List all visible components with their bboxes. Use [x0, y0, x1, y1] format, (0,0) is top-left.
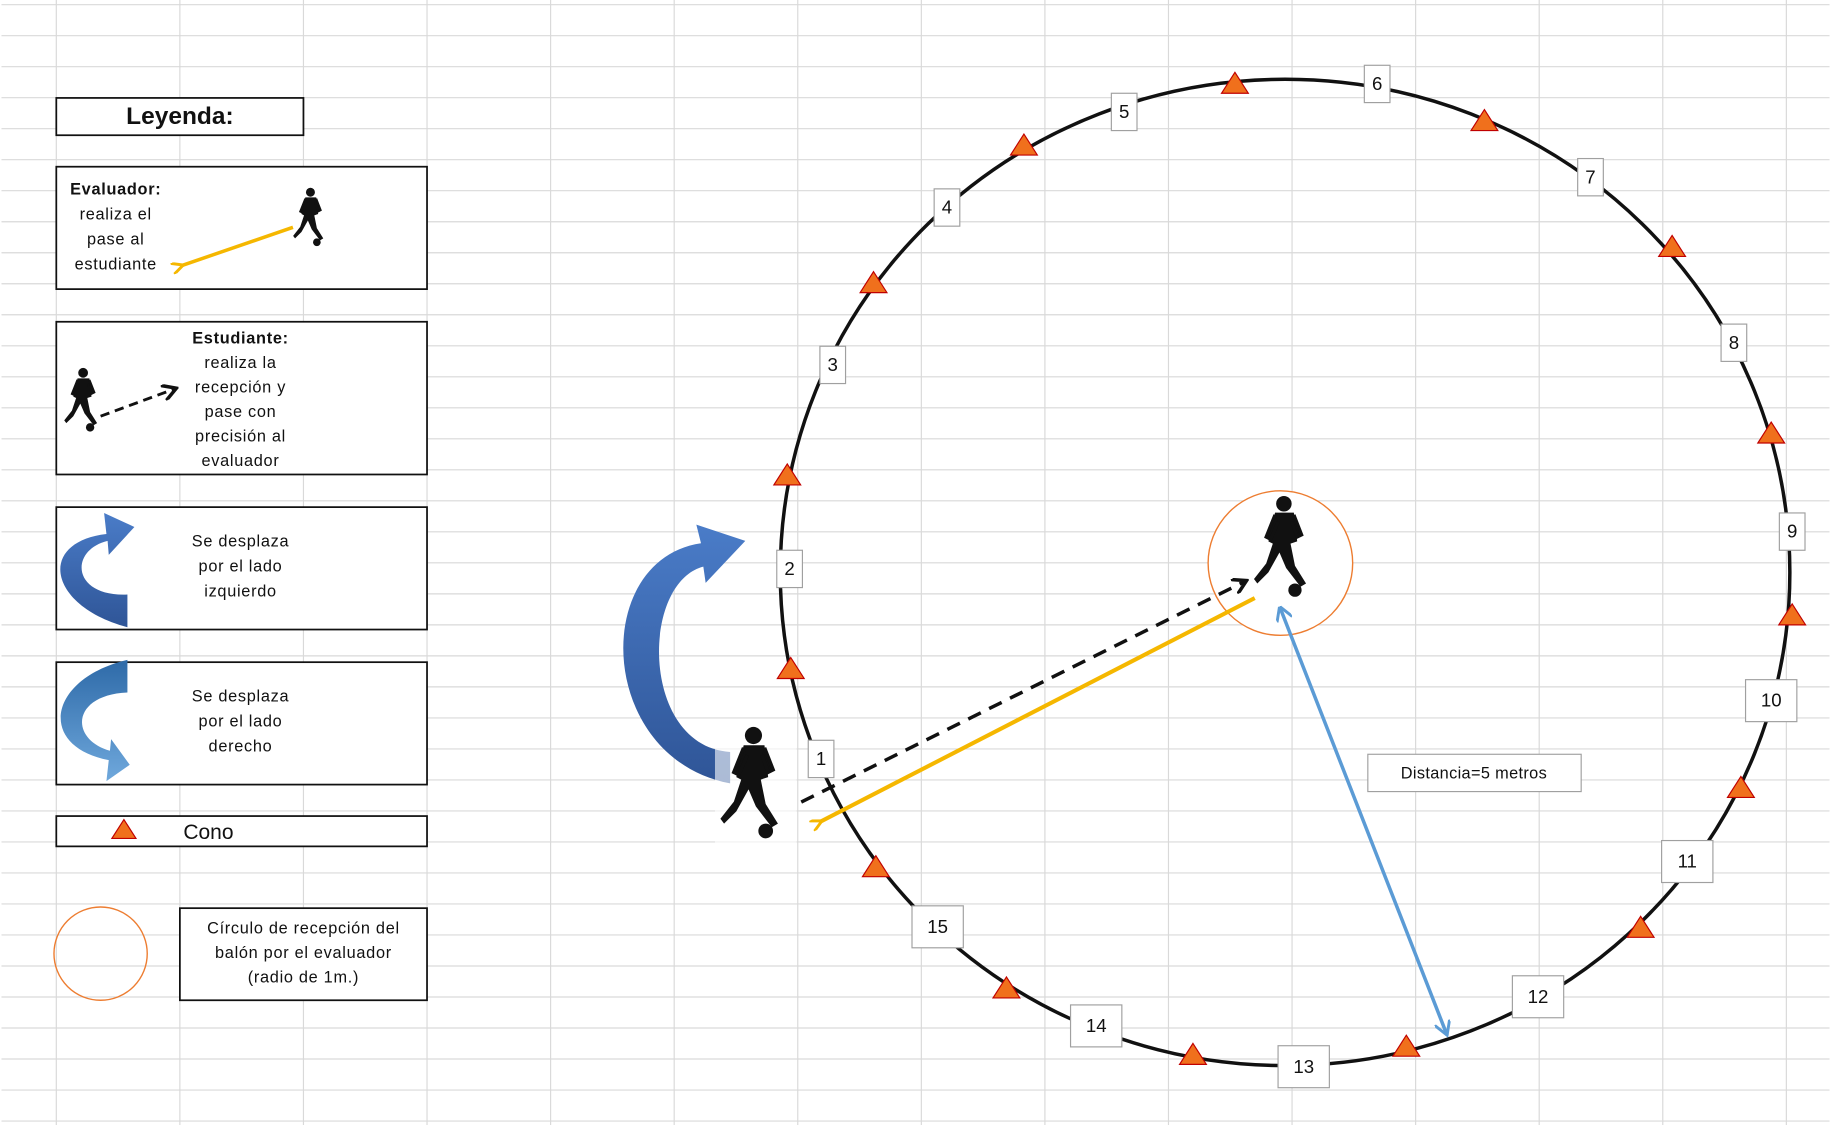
cone: [1471, 110, 1498, 131]
ball: [86, 423, 94, 431]
cone: [774, 464, 801, 485]
ball: [313, 238, 321, 246]
cone: [777, 658, 804, 679]
station-label: 4: [942, 197, 952, 218]
legend-box: [56, 816, 427, 846]
legend-text: Se desplaza: [192, 687, 290, 705]
legend-text: Estudiante:: [192, 330, 289, 348]
legend-text: pase con: [205, 403, 277, 421]
legend-text: estudiante: [75, 256, 157, 274]
distance-label: Distancia=5 metros: [1401, 764, 1547, 782]
legend-text: derecho: [209, 738, 273, 756]
station-label: 7: [1585, 166, 1595, 187]
station-label: 5: [1119, 101, 1129, 122]
cone: [862, 856, 889, 877]
head: [306, 188, 315, 197]
station-label: 6: [1372, 73, 1382, 94]
legend-text: Evaluador:: [70, 180, 161, 198]
legend-text: (radio de 1m.): [248, 968, 359, 986]
station-label: 10: [1761, 690, 1782, 711]
station-label: 12: [1528, 986, 1549, 1007]
legend-text: por el lado: [199, 557, 283, 575]
head: [745, 727, 762, 744]
station-label: 14: [1086, 1015, 1107, 1036]
station-label: 1: [816, 748, 826, 769]
legend-text: balón por el evaluador: [215, 944, 392, 962]
reception-circle: [1208, 491, 1353, 636]
cone: [1758, 422, 1785, 443]
legend-text: pase al: [87, 230, 145, 248]
ball: [758, 824, 773, 839]
cone: [1627, 916, 1654, 937]
return-pass: [801, 581, 1246, 803]
reception-circle-icon: [54, 907, 147, 1000]
legend-text: por el lado: [199, 713, 283, 731]
main: Leyenda: Evaluador: realiza el pase al estud…: [54, 65, 1806, 1087]
station-label: 3: [828, 354, 838, 375]
legend-text: realiza el: [80, 205, 152, 223]
ball: [1288, 583, 1301, 596]
station-label: 15: [927, 916, 948, 937]
legend-title: Leyenda:: [126, 103, 233, 130]
station-label: 2: [784, 558, 794, 579]
head: [1276, 496, 1292, 512]
head: [78, 368, 88, 378]
pass: [820, 598, 1255, 822]
station-label: 13: [1293, 1056, 1314, 1077]
cone: [993, 977, 1020, 998]
station-label: 11: [1678, 851, 1697, 872]
station-label: 8: [1729, 332, 1739, 353]
legend-text: izquierdo: [204, 583, 277, 601]
diagram: Leyenda: Evaluador: realiza el pase al estud…: [0, 0, 1831, 1125]
radius-arrow: [1280, 609, 1447, 1036]
page: {"legend": {"title": "Leyenda:", "evalua…: [0, 0, 1831, 1125]
legend-text: evaluador: [202, 452, 280, 470]
legend-text: realiza la: [204, 354, 277, 372]
legend-text: Cono: [183, 821, 233, 844]
legend-text: precisión al: [195, 427, 286, 445]
legend-text: Círculo de recepción del: [207, 919, 400, 937]
cone: [1779, 604, 1806, 625]
station-label: 9: [1787, 521, 1797, 542]
legend-text: Se desplaza: [192, 532, 290, 550]
legend-text: recepción y: [195, 379, 286, 397]
